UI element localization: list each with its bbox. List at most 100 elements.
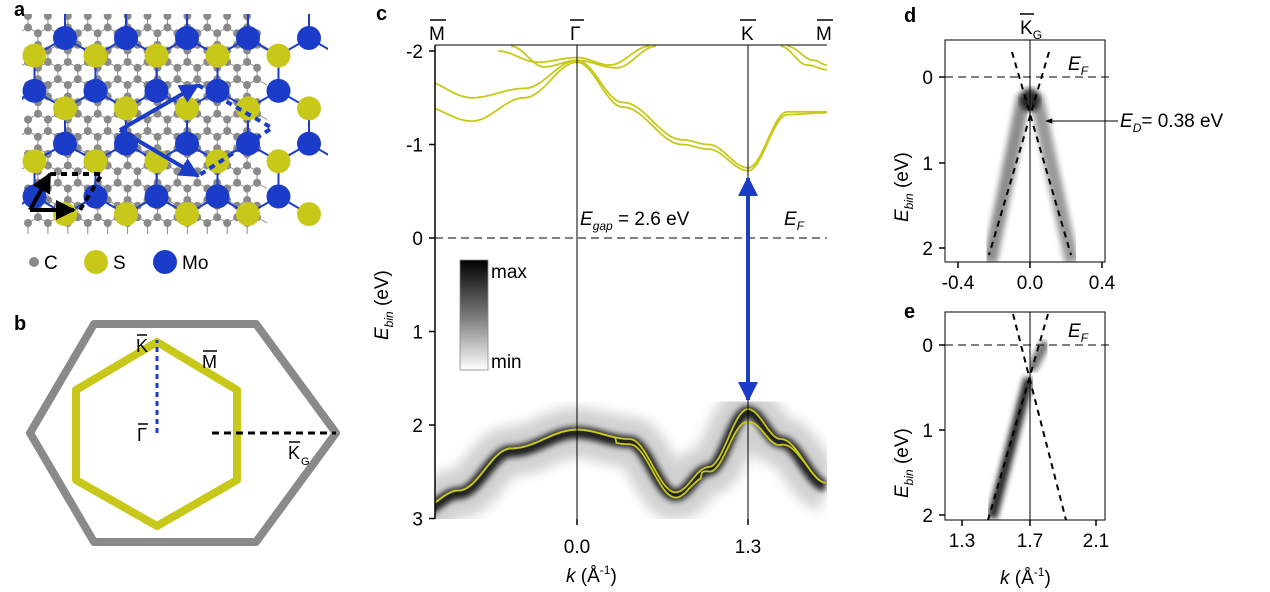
carbon-atom xyxy=(193,178,202,187)
panel-e-line-shallow xyxy=(987,313,1049,521)
sulfur-atom xyxy=(144,43,169,68)
y-tick-label-e: 0 xyxy=(922,336,933,357)
molybdenum-atom xyxy=(83,184,108,209)
carbon-atom xyxy=(63,184,72,193)
carbon-atom xyxy=(203,14,212,20)
carbon-atom xyxy=(33,132,42,141)
carbon-bond xyxy=(88,235,98,241)
panel-d-frame xyxy=(944,39,1106,263)
x-tick-label-e: 1.7 xyxy=(1017,531,1043,552)
carbon-bond xyxy=(257,252,267,258)
mos2-lattice-vector-1 xyxy=(119,83,200,132)
panel-a-legend: C S Mo xyxy=(29,250,208,274)
arpes-intensity xyxy=(435,386,827,519)
panel-d-y-ticks: 0 1 2 -0.4 0.0 0.4 xyxy=(922,68,1115,294)
k-point-label: K xyxy=(136,336,148,356)
carbon-atom xyxy=(123,184,132,193)
carbon-legend-label: C xyxy=(44,253,58,274)
carbon-atom xyxy=(163,115,172,124)
panel-c-y-label: Ebin (eV) xyxy=(372,270,396,340)
panel-d-top-label: KG xyxy=(1020,18,1042,42)
carbon-atom xyxy=(33,29,42,38)
carbon-bond xyxy=(138,235,148,241)
carbon-atom xyxy=(173,75,182,84)
intensity-halo xyxy=(435,386,827,519)
carbon-atom xyxy=(153,29,162,38)
carbon-atom xyxy=(24,115,32,124)
sulfur-atom xyxy=(114,202,138,227)
carbon-atom xyxy=(153,213,162,222)
dft-bands xyxy=(435,45,827,504)
carbon-atom xyxy=(173,63,182,72)
carbon-bond xyxy=(98,235,108,241)
carbon-atom xyxy=(133,63,142,72)
carbon-atom xyxy=(24,14,32,20)
molybdenum-atom xyxy=(297,131,321,156)
sulfur-atom xyxy=(114,96,138,121)
molybdenum-atom xyxy=(144,78,169,103)
top-label-m-left: M xyxy=(429,24,445,45)
molybdenum-atom xyxy=(205,78,230,103)
carbon-atom xyxy=(33,213,42,222)
carbon-atom xyxy=(213,109,222,118)
carbon-atom xyxy=(163,14,172,20)
carbon-atom xyxy=(83,115,92,124)
intensity-core xyxy=(435,405,827,513)
carbon-atom xyxy=(123,14,132,20)
carbon-atom xyxy=(243,161,252,170)
sulfur-legend-label: S xyxy=(113,253,126,274)
panel-e-intensity xyxy=(987,339,1051,520)
carbon-atom xyxy=(143,23,152,32)
carbon-atom xyxy=(133,178,142,187)
top-label-m-right: M xyxy=(816,24,832,45)
carbon-atom xyxy=(83,23,92,32)
carbon-atom xyxy=(83,127,92,135)
carbon-atom xyxy=(93,29,102,38)
carbon-bond xyxy=(68,252,78,258)
carbon-atom xyxy=(24,127,32,135)
carbon-atom xyxy=(193,75,202,84)
carbon-atom xyxy=(133,75,142,84)
carbon-atom xyxy=(243,58,252,66)
sulfur-atom xyxy=(175,96,199,121)
y-tick-label-e: 2 xyxy=(922,506,933,527)
carbon-atom xyxy=(163,127,172,135)
carbon-atom xyxy=(183,58,192,66)
carbon-atom xyxy=(203,219,212,227)
carbon-atom xyxy=(243,196,252,204)
carbon-atom xyxy=(63,58,72,66)
scale-max-label: max xyxy=(491,262,527,283)
carbon-bond xyxy=(237,235,247,241)
carbon-atom xyxy=(53,63,62,72)
carbon-atom xyxy=(163,23,172,32)
carbon-atom xyxy=(253,63,262,72)
valence-band-1 xyxy=(435,421,826,504)
carbon-bond xyxy=(237,252,247,258)
molybdenum-atom xyxy=(22,78,47,103)
mos2-brillouin-zone xyxy=(72,338,241,530)
y-tick-label-d: 1 xyxy=(922,154,933,175)
carbon-atom xyxy=(223,115,232,124)
carbon-atom xyxy=(33,109,42,118)
carbon-atom xyxy=(123,58,132,66)
y-tick-label-c: 2 xyxy=(412,416,423,437)
carbon-atom xyxy=(213,213,222,222)
sulfur-atom xyxy=(236,202,260,227)
carbon-atom xyxy=(83,219,92,227)
panel-c-y-ticks: -2 -1 0 1 2 3 xyxy=(406,42,435,531)
carbon-atom xyxy=(233,178,242,187)
x-tick-label-c: 1.3 xyxy=(735,537,761,558)
x-tick-label-d: -0.4 xyxy=(942,273,975,294)
x-tick-label-e: 1.3 xyxy=(949,531,975,552)
carbon-bond xyxy=(187,235,197,241)
carbon-atom xyxy=(243,184,252,193)
gap-annotation: Egap = 2.6 eV xyxy=(580,209,690,233)
carbon-atom xyxy=(43,127,52,135)
carbon-atom xyxy=(63,81,72,89)
carbon-bond xyxy=(207,252,217,258)
carbon-atom xyxy=(253,167,262,176)
carbon-bond xyxy=(58,235,68,241)
carbon-atom xyxy=(183,184,192,193)
y-tick-label-c: 1 xyxy=(412,323,423,344)
m-point-label: M xyxy=(202,352,217,372)
